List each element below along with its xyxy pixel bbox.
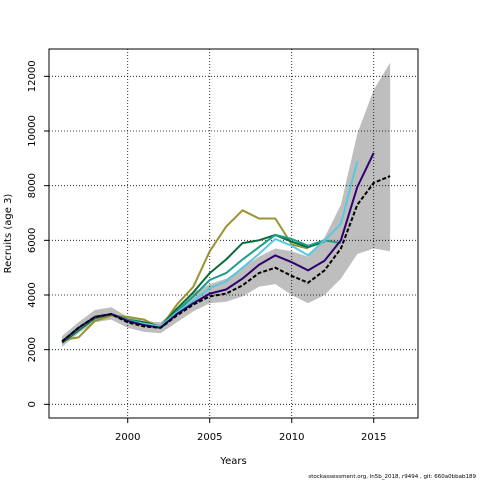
y-tick-label: 10000 [27, 115, 38, 147]
x-tick-label: 2000 [115, 432, 140, 443]
confidence-band [62, 62, 391, 347]
x-tick-label: 2015 [361, 432, 386, 443]
x-axis-title: Years [219, 456, 246, 467]
series-line-5 [61, 209, 309, 342]
y-tick-label: 4000 [27, 282, 38, 307]
footnote: stockassessment.org, ln5b_2018, r9494 , … [308, 474, 476, 480]
y-tick-label: 8000 [27, 173, 38, 198]
y-tick-label: 12000 [27, 60, 38, 92]
x-axis: 2000 2005 2010 2015 [115, 418, 386, 443]
y-axis: 0 2000 4000 6000 8000 10000 12000 [27, 60, 49, 408]
x-tick-label: 2010 [279, 432, 304, 443]
series-layer [61, 152, 391, 344]
plot-frame [48, 48, 419, 419]
y-axis-title: Recruits (age 3) [3, 194, 14, 274]
x-tick-label: 2005 [197, 432, 222, 443]
confidence-band-layer [62, 62, 391, 347]
y-tick-label: 0 [27, 401, 38, 407]
y-tick-label: 2000 [27, 337, 38, 362]
series-line-0 [61, 175, 391, 343]
y-tick-label: 6000 [27, 228, 38, 253]
